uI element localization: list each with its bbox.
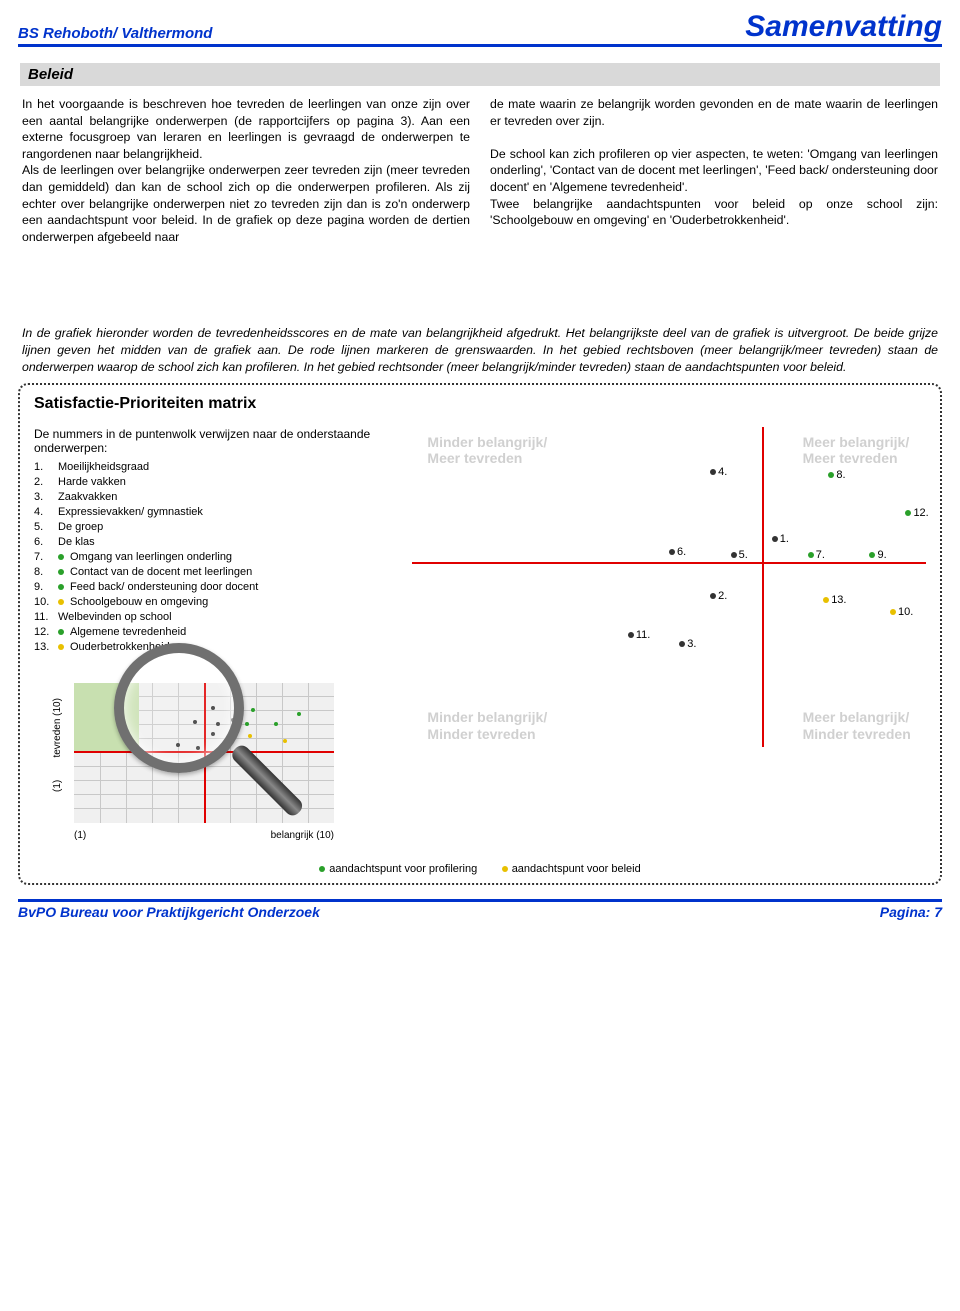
mini-chart-point — [297, 712, 301, 716]
legend-item: 7.Omgang van leerlingen onderling — [34, 551, 394, 563]
mini-y-axis: (1) tevreden (10) — [52, 668, 63, 823]
legend-column: De nummers in de puntenwolk verwijzen na… — [34, 427, 394, 853]
chart-point: 9. — [869, 549, 886, 561]
legend-profiling: aandachtspunt voor profilering — [329, 863, 477, 875]
mini-chart-wrap: (1) tevreden (10) (1)belangrijk (10) — [34, 663, 394, 853]
legend-item: 8.Contact van de docent met leerlingen — [34, 566, 394, 578]
mini-chart-point — [231, 718, 235, 722]
section-title: Beleid — [20, 63, 940, 86]
mini-chart-point — [251, 708, 255, 712]
footer-left: BvPO Bureau voor Praktijkgericht Onderzo… — [18, 904, 320, 920]
header-left: BS Rehoboth/ Valthermond — [18, 25, 212, 42]
legend-item: 13.Ouderbetrokkenheid — [34, 641, 394, 653]
chart-point: 5. — [731, 549, 748, 561]
chart-point: 7. — [808, 549, 825, 561]
legend-item: 10.Schoolgebouw en omgeving — [34, 596, 394, 608]
legend-item: 3.Zaakvakken — [34, 491, 394, 503]
chart-point: 1. — [772, 533, 789, 545]
chart-point: 10. — [890, 606, 913, 618]
legend-item: 6.De klas — [34, 536, 394, 548]
header-right: Samenvatting — [745, 12, 942, 42]
quadrant-label: Meer belangrijk/Meer tevreden — [803, 434, 910, 468]
chart-point: 4. — [710, 466, 727, 478]
chart-point: 8. — [828, 469, 845, 481]
matrix-title: Satisfactie-Prioriteiten matrix — [34, 395, 926, 413]
chart-point: 6. — [669, 546, 686, 558]
chart-point: 2. — [710, 590, 727, 602]
quadrant-label: Minder belangrijk/Minder tevreden — [427, 709, 547, 743]
legend-item: 11.Welbevinden op school — [34, 611, 394, 623]
body-col-1: In het voorgaande is beschreven hoe tevr… — [22, 96, 470, 245]
mini-chart-point — [176, 743, 180, 747]
chart-point: 12. — [905, 507, 928, 519]
mini-chart — [74, 683, 334, 823]
mini-chart-point — [283, 739, 287, 743]
legend-intro: De nummers in de puntenwolk verwijzen na… — [34, 427, 394, 455]
legend-item: 2.Harde vakken — [34, 476, 394, 488]
page-footer: BvPO Bureau voor Praktijkgericht Onderzo… — [18, 899, 942, 920]
chart-point: 3. — [679, 638, 696, 650]
mini-chart-point — [248, 734, 252, 738]
legend-item: 1.Moeilijkheidsgraad — [34, 461, 394, 473]
legend-item: 5.De groep — [34, 521, 394, 533]
mini-x-axis: (1)belangrijk (10) — [74, 830, 334, 841]
matrix-container: Satisfactie-Prioriteiten matrix De numme… — [18, 383, 942, 885]
mini-chart-point — [211, 706, 215, 710]
legend-item: 9.Feed back/ ondersteuning door docent — [34, 581, 394, 593]
quadrant-label: Meer belangrijk/Minder tevreden — [803, 709, 911, 743]
footer-right: Pagina: 7 — [880, 904, 942, 920]
legend-item: 4.Expressievakken/ gymnastiek — [34, 506, 394, 518]
page-header: BS Rehoboth/ Valthermond Samenvatting — [18, 12, 942, 47]
quadrant-label: Minder belangrijk/Meer tevreden — [427, 434, 547, 468]
mini-chart-point — [274, 722, 278, 726]
body-col-2: de mate waarin ze belangrijk worden gevo… — [490, 96, 938, 245]
mini-chart-point — [245, 722, 249, 726]
chart-legend: aandachtspunt voor profilering aandachts… — [34, 863, 926, 875]
mini-chart-point — [216, 722, 220, 726]
legend-policy: aandachtspunt voor beleid — [512, 863, 641, 875]
mini-chart-point — [193, 720, 197, 724]
mini-chart-point — [196, 746, 200, 750]
chart-point: 11. — [628, 629, 650, 641]
mini-chart-point — [211, 732, 215, 736]
body-intro: In de grafiek hieronder worden de tevred… — [18, 325, 942, 375]
body-columns: In het voorgaande is beschreven hoe tevr… — [18, 96, 942, 245]
legend-item: 12.Algemene tevredenheid — [34, 626, 394, 638]
chart-point: 13. — [823, 594, 846, 606]
main-chart: Minder belangrijk/Meer tevreden Meer bela… — [412, 427, 926, 747]
